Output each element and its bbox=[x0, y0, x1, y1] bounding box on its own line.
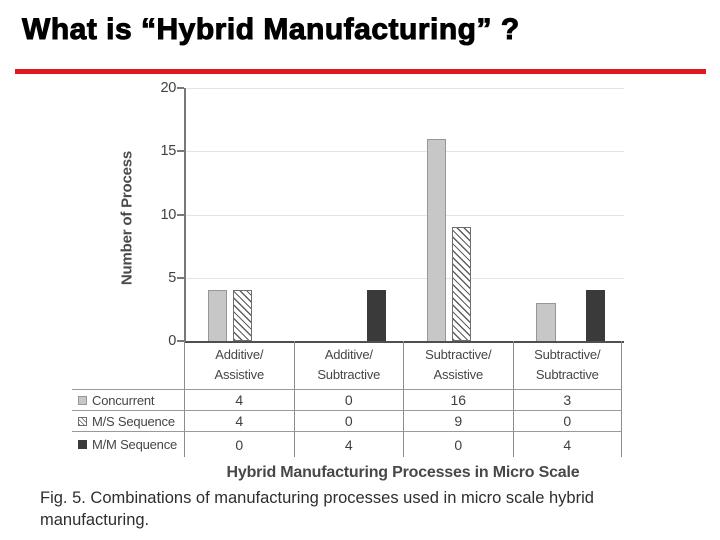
legend-label-m-m-sequence: M/M Sequence bbox=[92, 437, 178, 452]
value-concurrent-subtractive-subtractive: 3 bbox=[512, 389, 622, 410]
value-concurrent-subtractive-assistive: 16 bbox=[403, 389, 513, 410]
title-underline-rule bbox=[15, 69, 706, 74]
category-header-subtractive-assistive: Subtractive/Assistive bbox=[403, 341, 513, 389]
bar-group-additive-assistive bbox=[186, 88, 296, 341]
y-tick-label-20: 20 bbox=[160, 80, 176, 96]
y-tick-label-10: 10 bbox=[160, 206, 176, 223]
y-tick-mark-0 bbox=[177, 340, 184, 342]
legend-swatch-concurrent bbox=[78, 395, 87, 405]
gridline-15 bbox=[186, 151, 624, 153]
value-concurrent-additive-assistive: 4 bbox=[184, 389, 294, 410]
bar-group-subtractive-subtractive bbox=[515, 88, 625, 341]
caption-line-1: Fig. 5. Combinations of manufacturing pr… bbox=[40, 489, 594, 507]
value-m-m-sequence-additive-subtractive: 4 bbox=[293, 431, 403, 457]
bar-concurrent-subtractive-assistive bbox=[426, 138, 447, 341]
legend-swatch-m-m-sequence bbox=[78, 440, 87, 449]
bar-concurrent-additive-assistive bbox=[207, 290, 228, 341]
y-tick-label-0: 0 bbox=[168, 333, 176, 349]
legend-item-m-s-sequence: M/S Sequence bbox=[72, 410, 184, 431]
bar-m-m-sequence-additive-subtractive bbox=[366, 290, 386, 341]
y-tick-mark-5 bbox=[177, 276, 184, 279]
chart-data-table: Additive/Assistive Additive/Subtractive Su… bbox=[72, 341, 622, 457]
legend-label-concurrent: Concurrent bbox=[92, 392, 155, 408]
y-tick-mark-10 bbox=[177, 213, 184, 216]
gridline-20 bbox=[186, 88, 624, 89]
value-m-s-sequence-additive-subtractive: 0 bbox=[293, 410, 403, 431]
bar-concurrent-subtractive-subtractive bbox=[536, 303, 556, 341]
caption-line-2: manufacturing. bbox=[40, 511, 150, 529]
category-header-additive-subtractive: Additive/Subtractive bbox=[293, 341, 404, 389]
gridline-10 bbox=[186, 214, 624, 216]
hybrid-manufacturing-figure: Number of Process Additive/Assistive Addi… bbox=[72, 80, 625, 482]
value-m-m-sequence-subtractive-subtractive: 4 bbox=[512, 431, 622, 457]
value-concurrent-additive-subtractive: 0 bbox=[293, 389, 403, 410]
slide-title: What is “Hybrid Manufacturing” ? bbox=[22, 13, 520, 47]
bar-m-s-sequence-subtractive-assistive bbox=[451, 227, 471, 341]
legend-swatch-m-s-sequence bbox=[78, 416, 87, 426]
bar-group-additive-subtractive bbox=[296, 88, 406, 341]
value-m-s-sequence-subtractive-subtractive: 0 bbox=[512, 410, 622, 431]
bar-m-s-sequence-additive-assistive bbox=[232, 290, 252, 341]
value-m-m-sequence-subtractive-assistive: 0 bbox=[403, 431, 513, 457]
gridline-5 bbox=[186, 277, 624, 279]
y-axis-title: Number of Process bbox=[118, 150, 136, 286]
legend-item-m-m-sequence: M/M Sequence bbox=[72, 431, 184, 457]
bar-group-subtractive-assistive bbox=[405, 88, 515, 341]
legend-label-m-s-sequence: M/S Sequence bbox=[92, 413, 175, 429]
category-header-subtractive-subtractive: Subtractive/Subtractive bbox=[512, 341, 622, 389]
category-header-additive-assistive: Additive/Assistive bbox=[184, 341, 294, 389]
y-tick-label-5: 5 bbox=[168, 269, 176, 286]
plot-area bbox=[184, 88, 624, 343]
x-axis-title: Hybrid Manufacturing Processes in Micro … bbox=[226, 464, 580, 481]
y-tick-mark-20 bbox=[177, 87, 184, 89]
y-tick-mark-15 bbox=[177, 150, 184, 153]
figure-caption: Fig. 5. Combinations of manufacturing pr… bbox=[40, 487, 690, 531]
value-m-s-sequence-subtractive-assistive: 9 bbox=[403, 410, 513, 431]
value-m-m-sequence-additive-assistive: 0 bbox=[184, 431, 294, 457]
y-tick-label-15: 15 bbox=[160, 143, 176, 160]
value-m-s-sequence-additive-assistive: 4 bbox=[184, 410, 294, 431]
legend-item-concurrent: Concurrent bbox=[72, 389, 184, 410]
bar-m-m-sequence-subtractive-subtractive bbox=[585, 290, 605, 341]
